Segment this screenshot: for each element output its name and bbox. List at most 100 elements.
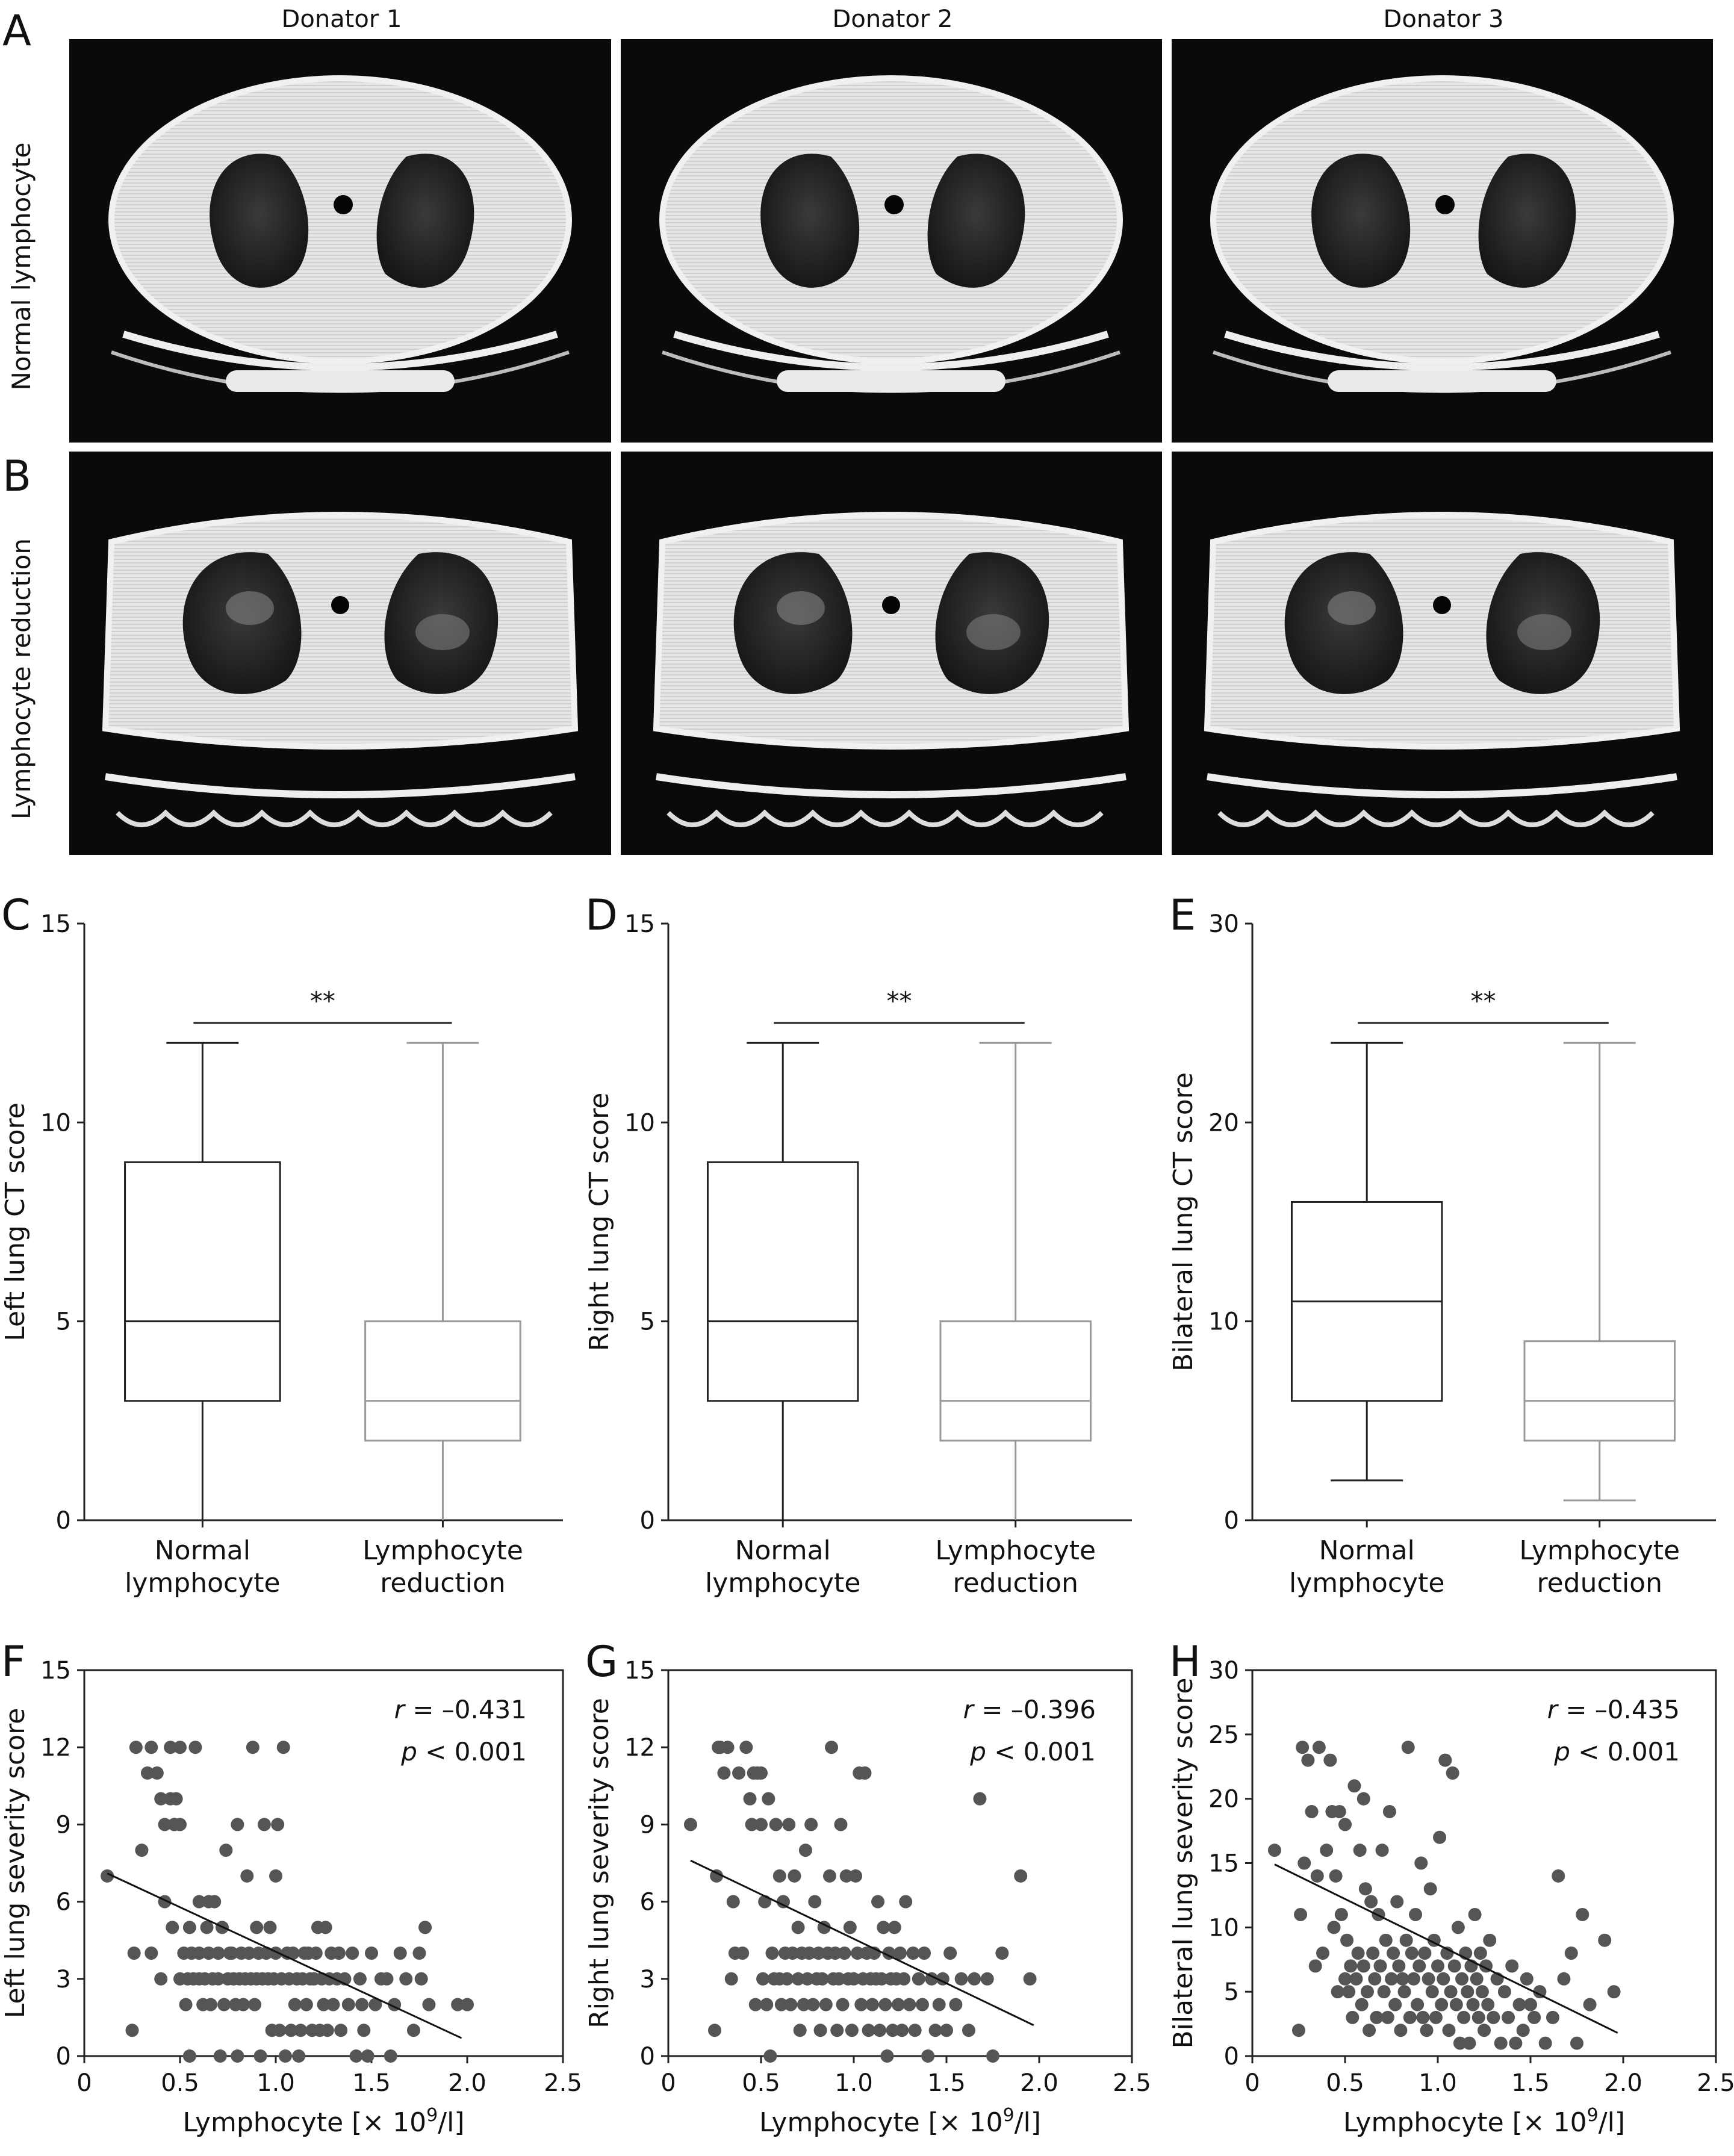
box-iqr: [706, 1161, 859, 1402]
scatter-point: [1338, 1818, 1352, 1831]
scatter-point: [865, 1998, 879, 2012]
scatter-point: [921, 2049, 935, 2063]
scatter-point: [294, 2024, 308, 2037]
scatter-point: [1520, 1972, 1534, 1986]
scatter-point: [721, 1741, 735, 1754]
scatter-point: [739, 1741, 753, 1754]
scatter-point: [182, 1921, 196, 1934]
scatter-point: [760, 1998, 774, 2012]
scatter-point: [819, 1998, 833, 2012]
scatter-point: [1312, 1741, 1326, 1754]
scatter-point: [918, 1946, 931, 1960]
scatter-point: [748, 1998, 762, 2012]
scatter-point: [843, 1921, 857, 1934]
scatter-point: [788, 1869, 801, 1883]
x-tick-label: 0.5: [161, 2069, 199, 2097]
scatter-point: [915, 1998, 929, 2012]
scatter-point: [986, 2049, 999, 2063]
scatter-point: [1446, 1766, 1459, 1780]
chart-panel-d: D Right lung CT score 0 5 10 15 Normal lymphocy…: [584, 890, 1132, 1598]
scatter-point: [1461, 1985, 1475, 1999]
scatter-point: [365, 1946, 378, 1960]
scatter-point: [832, 1972, 846, 1986]
scatter-point: [1403, 2010, 1417, 2024]
scatter-point: [830, 2024, 844, 2037]
scatter-point: [732, 1766, 746, 1780]
scatter-point: [1014, 1869, 1028, 1883]
scatter-point: [1358, 1882, 1372, 1896]
scatter-point: [1462, 2036, 1476, 2050]
scatter-point: [253, 2049, 267, 2063]
x-tick-label: 1.5: [1511, 2069, 1550, 2097]
scatter-point: [355, 1998, 369, 2012]
ct-image-b-donator-2: [620, 452, 1162, 855]
x-category-label: Normal lymphocyte: [1289, 1535, 1444, 1598]
y-tick-label: 10: [40, 1109, 71, 1137]
scatter-point: [717, 1766, 731, 1780]
scatter-point: [825, 1741, 839, 1754]
scatter-point: [259, 1946, 273, 1960]
scatter-point: [786, 1946, 800, 1960]
ct-image-b-donator-1: [69, 452, 611, 855]
column-header-donator-3: Donator 3: [1384, 5, 1504, 33]
scatter-point: [791, 1921, 805, 1934]
scatter-point: [1267, 1844, 1281, 1857]
y-axis-label: Right lung severity score: [584, 1698, 615, 2028]
x-tick-label: 0: [76, 2069, 92, 2097]
x-axis-label: Lymphocyte [× 109/l]: [183, 2105, 465, 2139]
scatter-point: [182, 2049, 196, 2063]
scatter-point: [906, 1946, 920, 1960]
scatter-point: [200, 1921, 214, 1934]
scatter-point: [793, 2024, 807, 2037]
scatter-point: [188, 1741, 202, 1754]
scatter-point: [231, 2049, 244, 2063]
scatter-point: [1447, 1959, 1461, 1973]
y-tick-label: 15: [1208, 1850, 1239, 1878]
y-tick-label: 6: [640, 1889, 655, 1916]
scatter-points: [683, 1741, 1037, 2063]
y-tick-label: 0: [1224, 2043, 1239, 2071]
ct-image-b-donator-3: [1171, 452, 1713, 855]
scatter-point: [129, 1741, 143, 1754]
scatter-point: [1483, 1933, 1497, 1947]
scatter-point: [1471, 2010, 1485, 2024]
y-tick-label: 9: [640, 1811, 655, 1839]
box-normal: [706, 1042, 859, 1520]
scatter-point: [776, 1895, 790, 1909]
scatter-point: [1364, 1895, 1378, 1909]
panel-letter-e: E: [1169, 890, 1196, 940]
scatter-point: [164, 1741, 178, 1754]
scatter-point: [954, 1972, 968, 1986]
scatter-point: [1301, 1753, 1315, 1767]
x-tick-label: 1.5: [352, 2069, 391, 2097]
y-axis-label: Left lung severity score: [0, 1708, 31, 2019]
y-tick-label: 12: [40, 1734, 71, 1762]
scatter-point: [837, 1946, 851, 1960]
scatter-points: [101, 1741, 474, 2063]
scatter-point: [273, 2024, 287, 2037]
ct-image-a-donator-1: [69, 39, 611, 443]
row-header-reduction: Lymphocyte reduction: [7, 538, 36, 819]
scatter-point: [962, 2024, 975, 2037]
regression-line: [1274, 1863, 1618, 2034]
plot-frame: [1251, 1669, 1717, 2057]
scatter-point: [154, 1792, 168, 1806]
x-tick-label: 2.5: [1697, 2069, 1734, 2097]
x-tick-label: 2.0: [448, 2069, 486, 2097]
box-iqr: [939, 1320, 1092, 1442]
y-axis-label: Bilateral lung severity score: [1168, 1677, 1199, 2048]
scatter-point: [158, 1818, 172, 1831]
scatter-point: [319, 1921, 332, 1934]
scatter-point: [873, 2024, 887, 2037]
x-category-label: Normal lymphocyte: [125, 1535, 280, 1598]
y-tick-label: 10: [1208, 1914, 1239, 1942]
scatter-point: [1296, 1741, 1310, 1754]
scatter-point: [812, 1946, 825, 1960]
scatter-point: [834, 1818, 848, 1831]
x-category-label: Lymphocyte reduction: [362, 1535, 523, 1598]
scatter-point: [791, 1972, 805, 1986]
scatter-point: [240, 1869, 254, 1883]
scatter-point: [1429, 2010, 1443, 2024]
scatter-point: [357, 2024, 371, 2037]
